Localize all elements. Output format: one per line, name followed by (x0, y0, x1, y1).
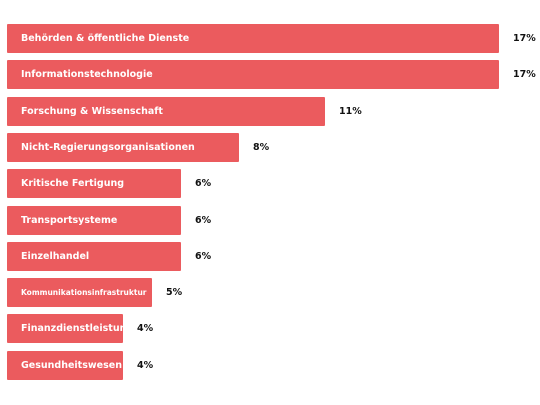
bar-category-label: Forschung & Wissenschaft (21, 106, 163, 117)
bar-value-label: 11% (339, 106, 362, 117)
bar (7, 60, 499, 89)
bar (7, 24, 499, 53)
bar-value-label: 17% (513, 69, 536, 80)
bar (7, 169, 181, 198)
bar (7, 351, 123, 380)
bar-category-label: Gesundheitswesen (21, 360, 122, 371)
bar-category-label: Informationstechnologie (21, 69, 153, 80)
bar-category-label: Einzelhandel (21, 251, 90, 262)
bar (7, 242, 181, 271)
bar-category-label: Behörden & öffentliche Dienste (21, 33, 190, 44)
bar-value-label: 6% (195, 251, 212, 262)
bar (7, 97, 325, 126)
bar (7, 133, 239, 162)
bar-category-label: Kritische Fertigung (21, 178, 125, 189)
bar-value-label: 17% (513, 33, 536, 44)
bar-value-label: 4% (137, 323, 154, 334)
bar-category-label: Finanzdienstleistungen (21, 323, 147, 334)
bar-value-label: 4% (137, 360, 154, 371)
bar (7, 314, 123, 343)
bar-category-label: Nicht-Regierungsorganisationen (21, 142, 195, 153)
bar-category-label: Kommunikationsinfrastruktur (21, 288, 147, 297)
bar-value-label: 8% (253, 142, 270, 153)
bar-value-label: 6% (195, 178, 212, 189)
bar-category-label: Transportsysteme (21, 215, 118, 226)
bar (7, 206, 181, 235)
bar-value-label: 5% (166, 287, 183, 298)
bar-value-label: 6% (195, 215, 212, 226)
bar (7, 278, 152, 307)
